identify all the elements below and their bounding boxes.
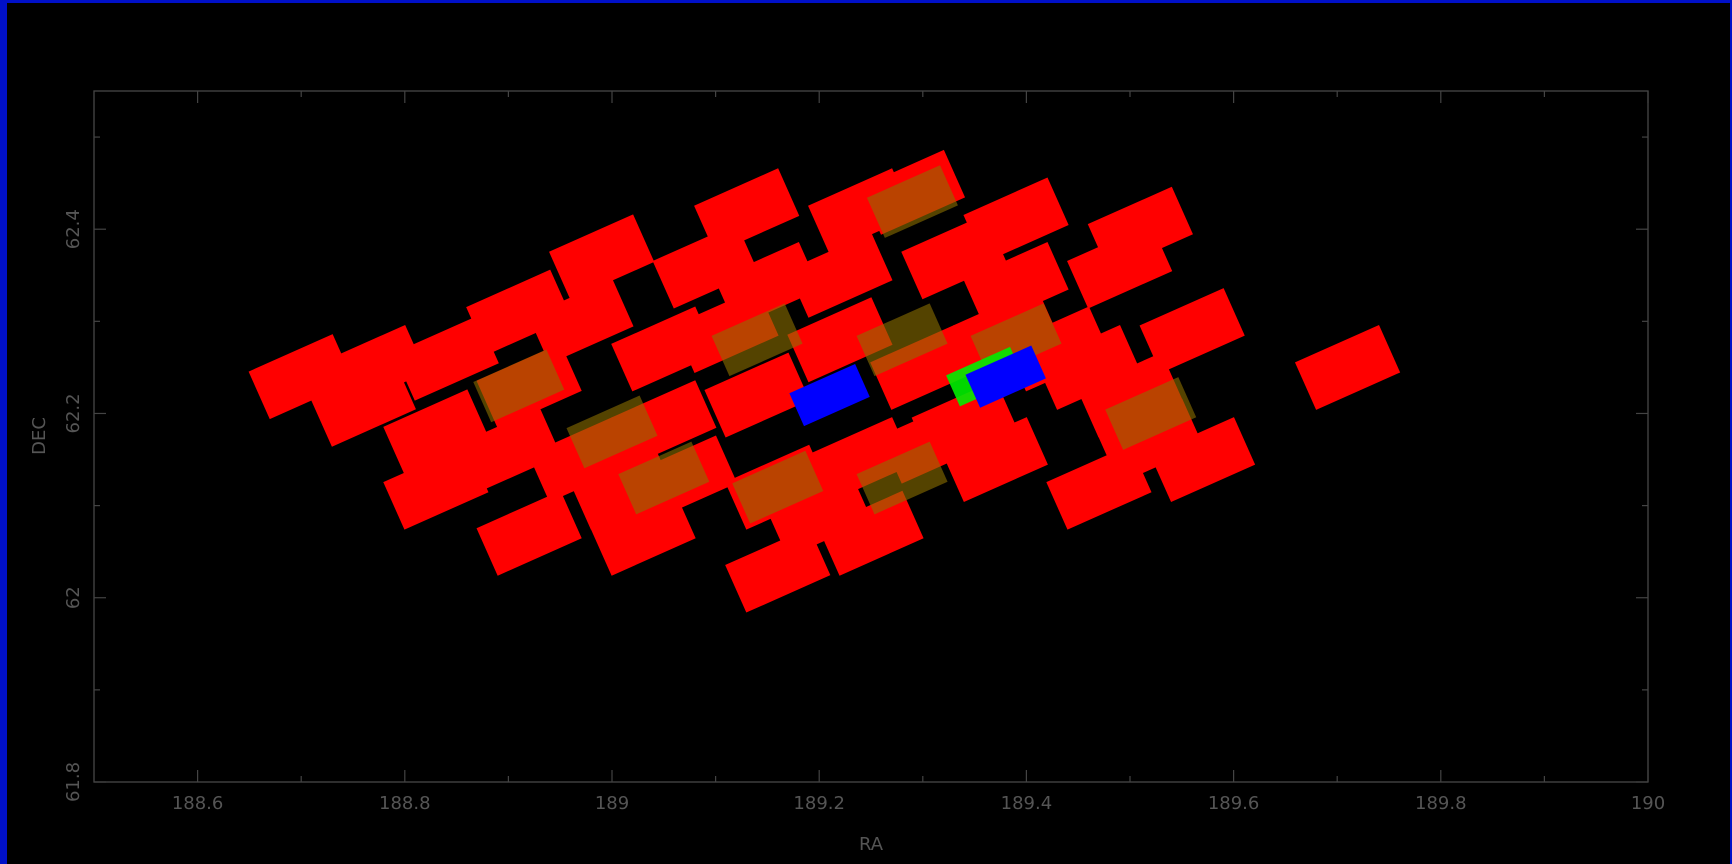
chart: RA DEC 188.6 188.8 189 189.2 189.4 189.6 189.8… [0,0,1732,864]
y-tick-label: 62.4 [63,209,84,249]
x-tick-label: 189.8 [1415,793,1467,814]
y-tick-label: 61.8 [63,762,84,802]
y-tick-label: 62 [63,586,84,609]
x-tick-label: 189 [595,793,629,814]
x-axis-label: RA [859,834,884,855]
coverage-tile [789,364,869,426]
y-axis-label: DEC [29,417,50,455]
x-tick-label: 189.4 [1001,793,1053,814]
coverage-tile [1295,325,1400,410]
coverage-tile [477,491,582,576]
x-tick-label: 189.2 [793,793,845,814]
coverage-tile [1046,445,1151,530]
x-tick-label: 190 [1631,793,1665,814]
x-tick-label: 189.6 [1208,793,1260,814]
x-tick-label: 188.8 [379,793,431,814]
y-tick-label: 62.2 [63,393,84,433]
x-tick-label: 188.6 [172,793,224,814]
